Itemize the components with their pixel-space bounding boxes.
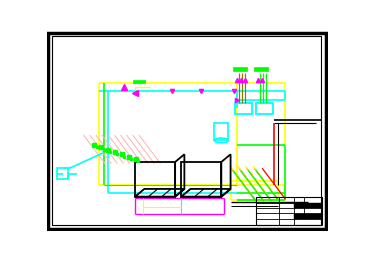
Bar	[133, 80, 145, 83]
Bar	[295, 214, 322, 219]
Bar	[235, 103, 252, 114]
Bar	[256, 103, 273, 114]
Bar	[214, 124, 228, 140]
Bar	[254, 67, 268, 71]
Bar	[181, 162, 221, 197]
Bar	[256, 197, 322, 225]
Bar	[135, 162, 175, 197]
Bar	[295, 203, 322, 208]
Bar	[233, 67, 247, 71]
Bar	[57, 168, 68, 179]
